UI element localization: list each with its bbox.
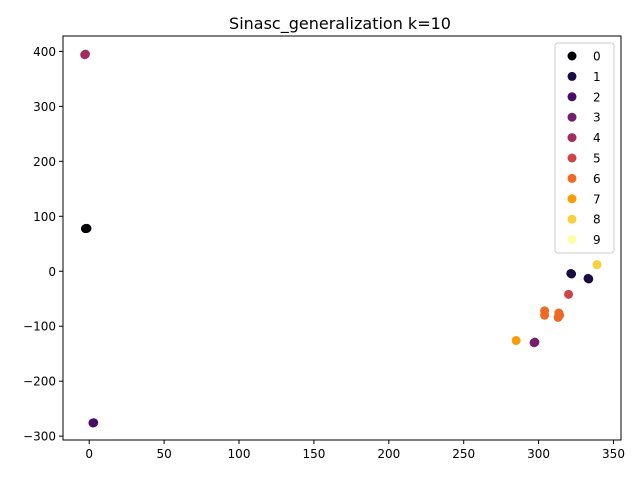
y-tick-label: −100 (23, 320, 56, 334)
legend-marker-4 (567, 133, 577, 143)
legend-label-9: 9 (593, 233, 601, 247)
y-tick-label: −200 (23, 375, 56, 389)
legend-label-1: 1 (593, 70, 601, 84)
legend-marker-1 (567, 71, 577, 81)
y-tick-label: 300 (33, 100, 56, 114)
y-tick-label: 200 (33, 155, 56, 169)
x-tick-label: 100 (228, 447, 251, 461)
legend-label-5: 5 (593, 152, 601, 166)
y-tick-label: 100 (33, 210, 56, 224)
y-axis: −300 −200 −100 0 100 200 300 400 (23, 45, 63, 444)
legend-marker-0 (567, 51, 577, 61)
legend-marker-7 (567, 194, 577, 204)
legend-marker-6 (567, 173, 577, 183)
legend-label-3: 3 (593, 111, 601, 125)
legend-label-6: 6 (593, 172, 601, 186)
legend-box (554, 42, 615, 254)
chart-title: Sinasc_generalization k=10 (229, 14, 451, 34)
legend-label-7: 7 (593, 192, 601, 206)
x-tick-label: 300 (527, 447, 550, 461)
x-tick-label: 150 (302, 447, 325, 461)
point-series-1-1 (566, 268, 576, 278)
point-series-6-1 (540, 310, 550, 320)
plot-frame (62, 35, 622, 441)
legend-marker-3 (567, 112, 577, 122)
legend-marker-5 (567, 153, 577, 163)
data-points (80, 49, 602, 428)
legend-label-8: 8 (593, 213, 601, 227)
x-tick-label: 50 (156, 447, 171, 461)
point-series-2-1 (89, 418, 99, 428)
y-tick-label: 400 (33, 45, 56, 59)
legend-marker-9 (567, 235, 577, 245)
x-tick-label: 250 (452, 447, 475, 461)
x-tick-label: 200 (377, 447, 400, 461)
point-series-1-3 (583, 273, 593, 283)
point-series-3-1 (530, 337, 540, 347)
point-series-6-4 (555, 310, 565, 320)
x-axis: 0 50 100 150 200 250 300 350 (85, 440, 625, 461)
x-tick-label: 350 (602, 447, 625, 461)
point-series-8-0 (592, 260, 602, 270)
x-tick-label: 0 (85, 447, 93, 461)
point-series-5-0 (564, 289, 574, 299)
y-tick-label: 0 (48, 265, 56, 279)
legend-label-2: 2 (593, 90, 601, 104)
legend-marker-8 (567, 214, 577, 224)
point-series-0-2 (80, 224, 90, 234)
legend-label-0: 0 (593, 50, 601, 64)
legend-marker-2 (567, 92, 577, 102)
y-tick-label: −300 (23, 430, 56, 444)
legend: 0 1 2 3 4 5 6 7 8 9 (554, 42, 615, 254)
point-series-7-0 (511, 336, 521, 346)
point-series-4-1 (80, 49, 90, 59)
legend-label-4: 4 (593, 131, 601, 145)
